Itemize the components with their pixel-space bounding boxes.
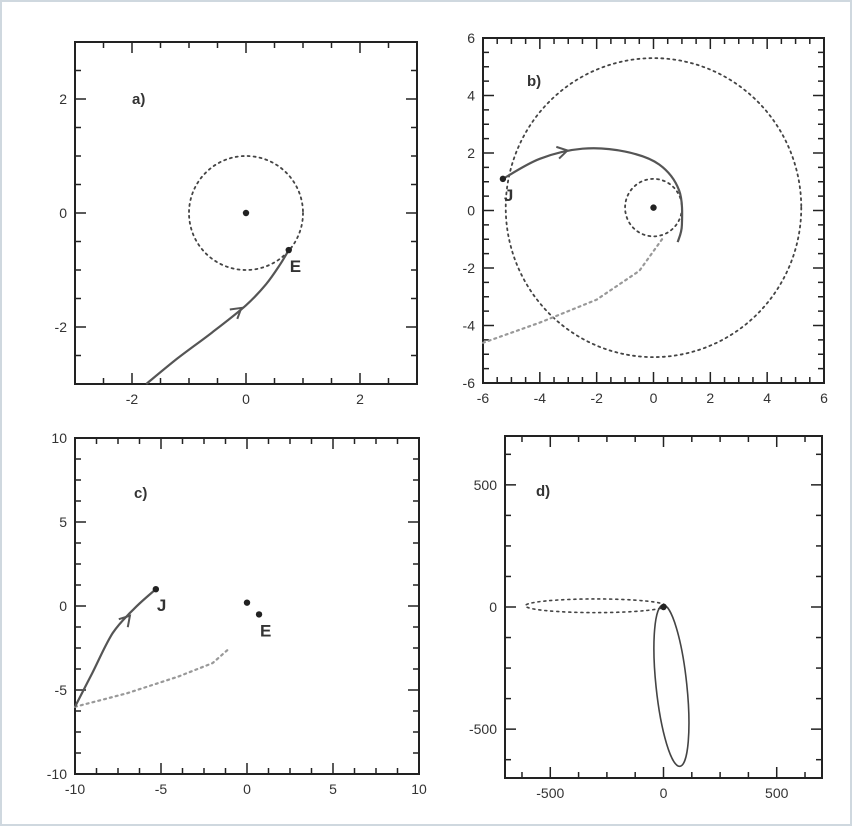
panel-c-label: c) [134, 485, 147, 502]
point-marker [152, 586, 160, 593]
y-tick-label: 0 [467, 203, 475, 219]
center-dot [242, 209, 250, 217]
panel-a: a) -2 0 2 -2 0 2 E [55, 41, 418, 407]
x-tick-label: -500 [536, 785, 564, 801]
orbit-circle [188, 155, 304, 271]
x-tick-label: 0 [243, 781, 251, 797]
x-tick-label: -10 [65, 781, 85, 797]
y-tick-label: -500 [469, 721, 497, 737]
y-tick-label: 500 [474, 477, 498, 493]
panel-c-ticks: -10 -5 0 5 10 -10 -5 0 5 10 [47, 430, 427, 797]
x-tick-label: 6 [820, 390, 828, 406]
y-tick-label: 4 [467, 88, 475, 104]
point-marker [499, 175, 507, 183]
y-tick-label: 0 [59, 598, 67, 614]
point-label-e: E [260, 621, 271, 640]
panel-a-label: a) [132, 91, 145, 108]
x-tick-label: -2 [590, 390, 603, 406]
trajectory-line [502, 147, 684, 243]
x-tick-label: 4 [763, 390, 771, 406]
y-tick-label: -2 [463, 260, 476, 276]
y-tick-label: -4 [463, 318, 476, 334]
panel-d-marks [524, 598, 690, 768]
y-tick-label: 10 [51, 430, 67, 446]
y-tick-label: 5 [59, 514, 67, 530]
x-tick-label: 0 [650, 390, 658, 406]
y-tick-label: 0 [489, 599, 497, 615]
y-tick-label: 2 [467, 145, 475, 161]
x-tick-label: 2 [706, 390, 714, 406]
y-tick-label: 2 [59, 91, 67, 107]
y-tick-label: 6 [467, 30, 475, 46]
panel-d-label: d) [536, 483, 550, 500]
orbit-circle [504, 57, 803, 359]
trajectory-arrow [229, 306, 243, 320]
point-marker [660, 603, 667, 611]
y-tick-label: -5 [55, 682, 68, 698]
x-tick-label: 0 [242, 391, 250, 407]
panel-b: b) -6 -4 -2 0 2 4 6 -6 -4 -2 0 2 4 6 J [463, 30, 829, 406]
point-label-j: J [504, 186, 513, 205]
orbit-ellipse-dotted [524, 598, 667, 614]
x-tick-label: 500 [765, 785, 789, 801]
y-tick-label: -2 [55, 319, 68, 335]
x-tick-label: -2 [126, 391, 139, 407]
trajectory-line [74, 588, 157, 708]
x-tick-label: 10 [411, 781, 427, 797]
y-tick-label: 0 [59, 205, 67, 221]
trajectory-arrow [118, 614, 132, 628]
x-tick-label: -4 [534, 390, 547, 406]
x-tick-label: -6 [477, 390, 490, 406]
center-dot [243, 599, 251, 606]
panel-b-ticks: -6 -4 -2 0 2 4 6 -6 -4 -2 0 2 4 6 [463, 30, 829, 406]
trajectory-line [145, 249, 290, 385]
panel-a-ticks: -2 0 2 -2 0 2 [55, 41, 418, 407]
center-dot [650, 204, 657, 211]
y-tick-label: -6 [463, 375, 476, 391]
x-tick-label: 0 [660, 785, 668, 801]
point-label-j: J [157, 596, 166, 615]
x-tick-label: 2 [356, 391, 364, 407]
panel-d-ticks: -500 0 500 -500 0 500 [469, 436, 822, 801]
panel-a-marks: E [145, 155, 304, 385]
transfer-path-dotted [73, 646, 231, 708]
transfer-path-dotted [481, 238, 664, 344]
x-tick-label: 5 [329, 781, 337, 797]
orbit-ellipse-solid [653, 604, 690, 768]
panel-d: d) -500 0 500 -500 0 500 [469, 435, 823, 801]
panel-b-marks: J [481, 57, 803, 359]
point-label-e: E [290, 257, 301, 276]
point-marker [285, 246, 292, 254]
panel-c-frame [74, 437, 420, 775]
panel-c-marks: JE [73, 586, 271, 708]
x-tick-label: -5 [155, 781, 168, 797]
y-tick-label: -10 [47, 766, 67, 782]
panel-b-label: b) [527, 73, 541, 90]
point-marker [255, 611, 263, 618]
trajectory-arrow [556, 145, 570, 160]
